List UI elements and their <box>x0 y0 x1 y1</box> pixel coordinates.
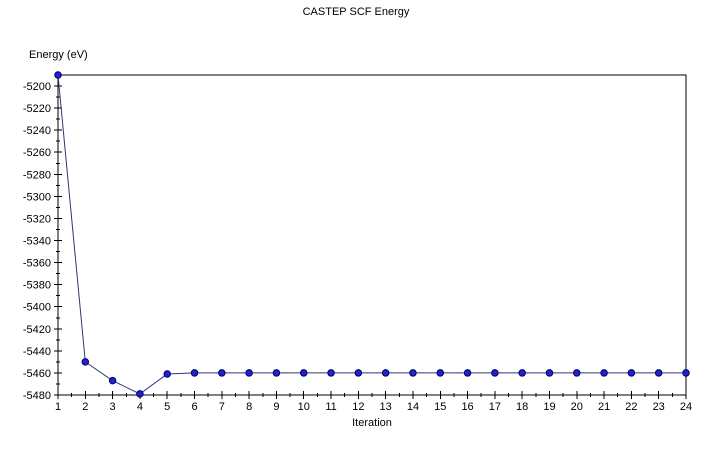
chart-title: CASTEP SCF Energy <box>302 6 410 18</box>
x-tick-label: 22 <box>625 401 637 413</box>
x-tick-label: 15 <box>434 401 446 413</box>
data-point <box>436 369 445 377</box>
x-tick-label: 14 <box>407 401 419 413</box>
data-point <box>54 71 62 79</box>
data-point <box>327 369 335 377</box>
x-tick-label: 10 <box>298 401 310 413</box>
x-tick-label: 11 <box>325 401 336 413</box>
data-point <box>682 369 690 377</box>
data-point <box>381 369 390 377</box>
data-point <box>108 376 117 385</box>
series-scf-energy <box>54 71 690 398</box>
x-tick-label: 20 <box>571 401 583 413</box>
data-point <box>354 369 363 377</box>
series-line <box>57 74 686 395</box>
y-tick-label: -5280 <box>23 169 51 181</box>
y-tick-label: -5380 <box>23 280 51 292</box>
data-point <box>573 369 581 377</box>
x-tick-label: 4 <box>137 401 143 413</box>
data-point <box>218 369 226 377</box>
x-tick-label: 5 <box>164 401 170 413</box>
x-tick-label: 16 <box>461 401 473 413</box>
y-tick-label: -5360 <box>23 258 51 270</box>
x-axis-ticks: 1 2 3 4 5 6 7 8 9 10 11 12 13 14 15 16 17 18 19 20 21 22 23 24 <box>55 391 692 413</box>
data-point <box>518 369 526 377</box>
x-tick-label: 21 <box>598 401 610 413</box>
y-tick-label: -5300 <box>23 191 51 203</box>
x-tick-label: 3 <box>110 401 116 413</box>
data-point <box>136 390 144 398</box>
x-tick-label: 7 <box>219 401 225 413</box>
data-point <box>245 369 253 377</box>
data-point <box>545 369 554 377</box>
y-tick-label: -5400 <box>23 302 51 314</box>
y-tick-label: -5220 <box>23 103 51 115</box>
y-tick-label: -5260 <box>23 147 51 159</box>
data-point <box>491 369 499 377</box>
data-point <box>81 358 90 366</box>
data-point <box>272 369 281 377</box>
x-tick-label: 19 <box>543 401 555 413</box>
x-tick-label: 8 <box>246 401 252 413</box>
data-point <box>463 369 472 377</box>
data-point <box>299 369 308 377</box>
y-tick-label: -5460 <box>23 368 51 380</box>
x-tick-label: 23 <box>653 401 665 413</box>
x-tick-label: 13 <box>380 401 392 413</box>
y-axis-label: Energy (eV) <box>29 49 88 61</box>
x-tick-label: 24 <box>680 401 692 413</box>
x-tick-label: 9 <box>273 401 279 413</box>
y-tick-label: -5320 <box>23 213 51 225</box>
data-point <box>654 369 663 377</box>
data-point <box>190 369 199 377</box>
data-point <box>600 369 608 377</box>
x-axis-label: Iteration <box>352 417 392 429</box>
data-point <box>627 369 636 377</box>
x-tick-label: 2 <box>82 401 88 413</box>
data-point <box>163 370 171 378</box>
y-tick-label: -5240 <box>23 125 51 137</box>
y-tick-label: -5440 <box>23 346 51 358</box>
y-axis-ticks: -5200 -5220 -5240 -5260 -5280 -5300 -5320 -5340… <box>23 81 62 402</box>
x-tick-label: 18 <box>516 401 528 413</box>
y-axis-minor-ticks <box>56 74 60 385</box>
x-tick-label: 6 <box>191 401 197 413</box>
y-tick-label: -5340 <box>23 236 51 248</box>
y-tick-label: -5420 <box>23 324 51 336</box>
x-tick-label: 1 <box>55 401 61 413</box>
y-tick-label: -5200 <box>23 81 51 93</box>
x-tick-label: 12 <box>352 401 364 413</box>
y-tick-label: -5480 <box>23 390 51 402</box>
axes-frame <box>57 74 687 396</box>
data-point <box>409 369 417 377</box>
x-tick-label: 17 <box>489 401 501 413</box>
x-axis-minor-ticks <box>71 393 673 397</box>
